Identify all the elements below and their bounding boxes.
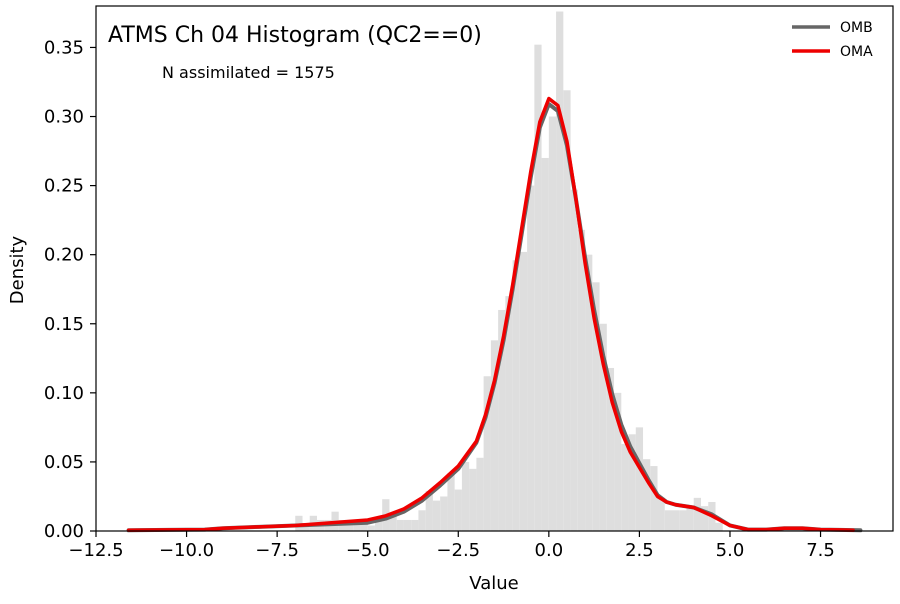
histogram-bar	[541, 157, 549, 531]
x-tick-label: 5.0	[716, 540, 745, 561]
x-tick-label: −10.0	[159, 540, 214, 561]
histogram-bar	[585, 254, 593, 531]
y-tick-label: 0.35	[44, 37, 84, 58]
x-tick-label: 0.0	[535, 540, 564, 561]
histogram-bar	[643, 459, 651, 531]
histogram-bar	[628, 434, 636, 531]
chart-title: ATMS Ch 04 Histogram (QC2==0)	[108, 23, 482, 48]
histogram-bar	[519, 251, 528, 532]
x-tick-label: 7.5	[806, 540, 835, 561]
histogram-bar	[664, 510, 673, 531]
histogram-bar	[599, 323, 607, 531]
histogram-bar	[389, 515, 397, 531]
series-line-oma	[126, 96, 855, 533]
histogram-bar	[512, 260, 520, 531]
x-tick-label: −12.5	[68, 540, 123, 561]
histogram-bar	[592, 282, 600, 531]
histogram-bar	[461, 461, 470, 531]
histogram-bar	[345, 519, 354, 531]
x-tick-label: −2.5	[436, 540, 480, 561]
histogram-bar	[447, 472, 455, 531]
histogram-bar	[701, 506, 709, 531]
histogram-bar	[498, 309, 506, 531]
histogram-bar	[302, 525, 310, 531]
histogram-bars	[295, 11, 723, 532]
histogram-bar	[527, 185, 535, 532]
histogram-bar	[469, 468, 477, 531]
y-axis-label: Density	[7, 235, 28, 304]
histogram-bar	[454, 489, 462, 531]
histogram-bar	[679, 510, 687, 531]
y-tick-label: 0.10	[44, 383, 84, 404]
histogram-bar	[505, 296, 513, 531]
histogram-bar	[635, 427, 644, 531]
y-tick-label: 0.30	[44, 107, 84, 128]
chart-annotation: N assimilated = 1575	[162, 63, 335, 82]
histogram-bar	[556, 11, 564, 531]
x-tick-label: −7.5	[255, 540, 299, 561]
histogram-bar	[606, 367, 615, 531]
histogram-bar	[686, 506, 694, 531]
x-tick-label: −5.0	[346, 540, 390, 561]
histogram-bar	[563, 90, 571, 531]
histogram-bar	[396, 519, 404, 531]
histogram-bar	[650, 466, 658, 531]
y-tick-label: 0.20	[44, 245, 84, 266]
histogram-bar	[353, 519, 361, 531]
x-axis-label: Value	[469, 573, 518, 594]
histogram-bar	[490, 340, 499, 531]
legend: OMB OMA	[792, 20, 873, 60]
histogram-bar	[476, 457, 484, 531]
histogram-bar	[621, 443, 629, 531]
density-curves	[126, 96, 863, 533]
histogram-bar	[614, 392, 622, 531]
histogram-bar	[440, 496, 448, 531]
histogram-bar	[657, 497, 665, 531]
histogram-bar	[577, 229, 586, 531]
histogram-bar	[483, 376, 491, 531]
legend-label-omb: OMB	[840, 20, 873, 36]
histogram-bar	[418, 510, 426, 531]
histogram-bar	[425, 490, 433, 531]
x-axis-ticks: −12.5 −10.0 −7.5 −5.0 −2.5 0.0 2.5 5.0 7.5	[68, 531, 835, 561]
histogram-bar	[672, 510, 680, 531]
y-tick-label: 0.00	[44, 521, 84, 542]
histogram-bar	[411, 519, 419, 531]
histogram-bar	[432, 500, 441, 531]
y-tick-label: 0.15	[44, 314, 84, 335]
histogram-bar	[360, 519, 368, 531]
histogram-bar	[693, 497, 701, 531]
histogram-bar	[534, 44, 542, 532]
plot-frame	[95, 5, 894, 532]
histogram-bar	[570, 189, 578, 531]
histogram-bar	[548, 116, 557, 531]
histogram-bar	[715, 522, 723, 531]
y-tick-label: 0.25	[44, 176, 84, 197]
legend-label-oma: OMA	[840, 44, 873, 60]
histogram-bar	[367, 525, 375, 531]
histogram-bar	[403, 519, 412, 531]
histogram-bar	[374, 518, 383, 531]
y-axis-ticks: 0.00 0.05 0.10 0.15 0.20 0.25 0.30 0.35	[44, 37, 96, 542]
y-tick-label: 0.05	[44, 452, 84, 473]
x-tick-label: 2.5	[625, 540, 654, 561]
